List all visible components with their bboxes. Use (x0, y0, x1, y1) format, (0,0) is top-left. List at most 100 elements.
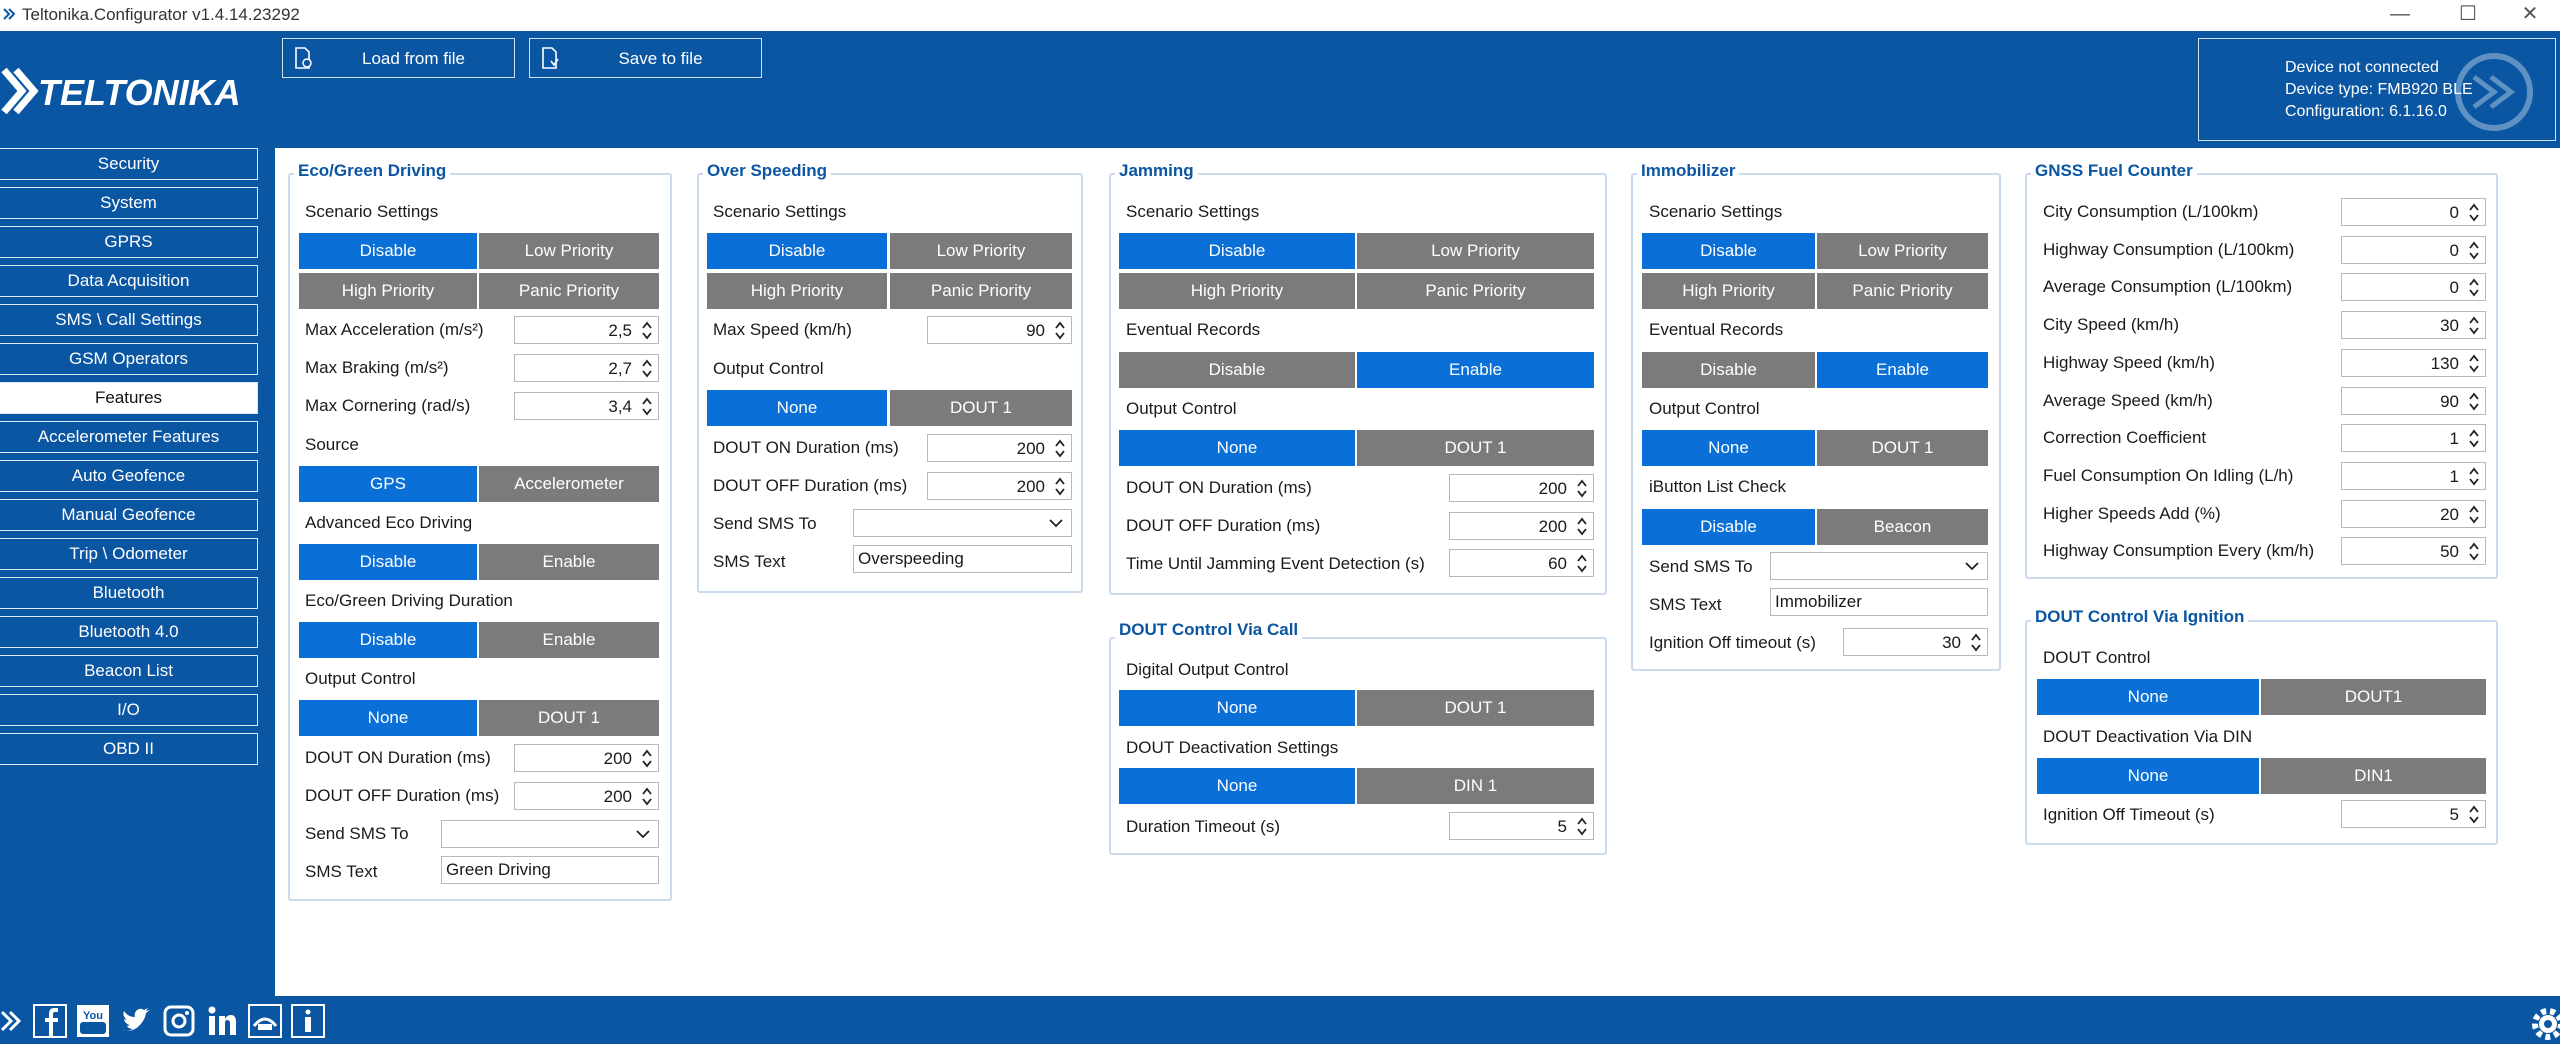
eco-adv-disable-button[interactable]: Disable (299, 544, 477, 580)
os-high-priority-button[interactable]: High Priority (707, 273, 887, 309)
spin-down-icon[interactable] (2469, 815, 2479, 825)
spin-down-icon[interactable] (642, 331, 652, 341)
sidebar-item-auto-geofence[interactable]: Auto Geofence (0, 460, 258, 492)
sidebar-item-bluetooth-4[interactable]: Bluetooth 4.0 (0, 616, 258, 648)
facebook-icon[interactable] (33, 1004, 67, 1038)
spin-down-icon[interactable] (2469, 515, 2479, 525)
jam-ev-enable-button[interactable]: Enable (1357, 352, 1594, 388)
spin-down-icon[interactable] (1055, 331, 1065, 341)
imm-high-priority-button[interactable]: High Priority (1642, 273, 1815, 309)
eco-panic-priority-button[interactable]: Panic Priority (479, 273, 659, 309)
spin-up-icon[interactable] (1971, 632, 1981, 642)
sidebar-item-bluetooth[interactable]: Bluetooth (0, 577, 258, 609)
jam-don-stepper[interactable]: 200 (1449, 474, 1594, 502)
eco-none-button[interactable]: None (299, 700, 477, 736)
spin-up-icon[interactable] (642, 786, 652, 796)
gnss-row-stepper[interactable]: 50 (2341, 537, 2486, 566)
ign-din1-button[interactable]: DIN1 (2261, 758, 2486, 794)
os-sms-to-select[interactable] (853, 509, 1072, 537)
spin-up-icon[interactable] (2469, 277, 2479, 287)
imm-ibtn-beacon-button[interactable]: Beacon (1817, 509, 1988, 545)
gnss-row-stepper[interactable]: 1 (2341, 461, 2486, 490)
eco-high-priority-button[interactable]: High Priority (299, 273, 477, 309)
gnss-row-stepper[interactable]: 0 (2341, 198, 2486, 226)
spin-down-icon[interactable] (642, 407, 652, 417)
spin-down-icon[interactable] (642, 759, 652, 769)
spin-down-icon[interactable] (2469, 251, 2479, 261)
spin-down-icon[interactable] (2469, 326, 2479, 336)
jam-ev-disable-button[interactable]: Disable (1119, 352, 1355, 388)
spin-down-icon[interactable] (1577, 827, 1587, 837)
spin-up-icon[interactable] (2469, 541, 2479, 551)
imm-panic-priority-button[interactable]: Panic Priority (1817, 273, 1988, 309)
save-to-file-button[interactable]: Save to file (529, 38, 762, 78)
eco-dout1-button[interactable]: DOUT 1 (479, 700, 659, 736)
spin-up-icon[interactable] (2469, 466, 2479, 476)
spin-up-icon[interactable] (2469, 353, 2479, 363)
eco-disable-button[interactable]: Disable (299, 233, 477, 269)
linkedin-icon[interactable] (205, 1004, 239, 1038)
imm-sms-to-select[interactable] (1770, 552, 1988, 580)
sidebar-item-features[interactable]: Features (0, 382, 258, 414)
spin-up-icon[interactable] (1577, 553, 1587, 563)
spin-down-icon[interactable] (2469, 477, 2479, 487)
spin-down-icon[interactable] (1577, 527, 1587, 537)
ign-none-button[interactable]: None (2037, 679, 2259, 715)
spin-up-icon[interactable] (2469, 315, 2479, 325)
spin-up-icon[interactable] (1577, 478, 1587, 488)
os-none-button[interactable]: None (707, 390, 887, 426)
imm-none-button[interactable]: None (1642, 430, 1815, 466)
eco-sms-text-input[interactable]: Green Driving (441, 856, 659, 884)
sidebar-item-system[interactable]: System (0, 187, 258, 219)
minimize-icon[interactable]: — (2390, 3, 2410, 25)
maximize-icon[interactable]: ☐ (2459, 3, 2477, 25)
gnss-row-stepper[interactable]: 90 (2341, 386, 2486, 415)
spin-up-icon[interactable] (2469, 504, 2479, 514)
spin-up-icon[interactable] (642, 748, 652, 758)
imm-ibtn-disable-button[interactable]: Disable (1642, 509, 1815, 545)
jam-none-button[interactable]: None (1119, 430, 1355, 466)
spin-up-icon[interactable] (642, 320, 652, 330)
sidebar-item-sms-call-settings[interactable]: SMS \ Call Settings (0, 304, 258, 336)
spin-up-icon[interactable] (2469, 391, 2479, 401)
spin-up-icon[interactable] (2469, 202, 2479, 212)
sidebar-item-trip-odometer[interactable]: Trip \ Odometer (0, 538, 258, 570)
settings-gear-icon[interactable] (2520, 1002, 2560, 1042)
os-low-priority-button[interactable]: Low Priority (890, 233, 1072, 269)
spin-down-icon[interactable] (2469, 288, 2479, 298)
spin-down-icon[interactable] (2469, 213, 2479, 223)
eco-max-brk-stepper[interactable]: 2,7 (514, 354, 659, 382)
spin-up-icon[interactable] (642, 358, 652, 368)
imm-sms-text-input[interactable]: Immobilizer (1770, 588, 1988, 616)
jam-time-stepper[interactable]: 60 (1449, 549, 1594, 577)
call-deact-none-button[interactable]: None (1119, 768, 1355, 804)
os-sms-text-input[interactable]: Overspeeding (853, 545, 1072, 573)
eco-accelerometer-button[interactable]: Accelerometer (479, 466, 659, 502)
sidebar-item-manual-geofence[interactable]: Manual Geofence (0, 499, 258, 531)
wiki-icon[interactable] (248, 1004, 282, 1038)
close-icon[interactable]: ✕ (2521, 3, 2539, 25)
spin-down-icon[interactable] (1971, 643, 1981, 653)
spin-down-icon[interactable] (2469, 439, 2479, 449)
os-disable-button[interactable]: Disable (707, 233, 887, 269)
jam-dout1-button[interactable]: DOUT 1 (1357, 430, 1594, 466)
gnss-row-stepper[interactable]: 1 (2341, 424, 2486, 453)
spin-down-icon[interactable] (1577, 564, 1587, 574)
jam-disable-button[interactable]: Disable (1119, 233, 1355, 269)
spin-down-icon[interactable] (642, 369, 652, 379)
eco-gps-button[interactable]: GPS (299, 466, 477, 502)
imm-ev-disable-button[interactable]: Disable (1642, 352, 1815, 388)
eco-sms-to-select[interactable] (441, 820, 659, 848)
os-doff-stepper[interactable]: 200 (927, 472, 1072, 500)
eco-dur-enable-button[interactable]: Enable (479, 622, 659, 658)
call-timeout-stepper[interactable]: 5 (1449, 812, 1594, 840)
ign-dout1-button[interactable]: DOUT1 (2261, 679, 2486, 715)
spin-down-icon[interactable] (1055, 449, 1065, 459)
gnss-row-stepper[interactable]: 20 (2341, 499, 2486, 528)
spin-up-icon[interactable] (642, 396, 652, 406)
load-from-file-button[interactable]: Load from file (282, 38, 515, 78)
os-don-stepper[interactable]: 200 (927, 434, 1072, 462)
jam-high-priority-button[interactable]: High Priority (1119, 273, 1355, 309)
sidebar-item-beacon-list[interactable]: Beacon List (0, 655, 258, 687)
sidebar-item-data-acquisition[interactable]: Data Acquisition (0, 265, 258, 297)
